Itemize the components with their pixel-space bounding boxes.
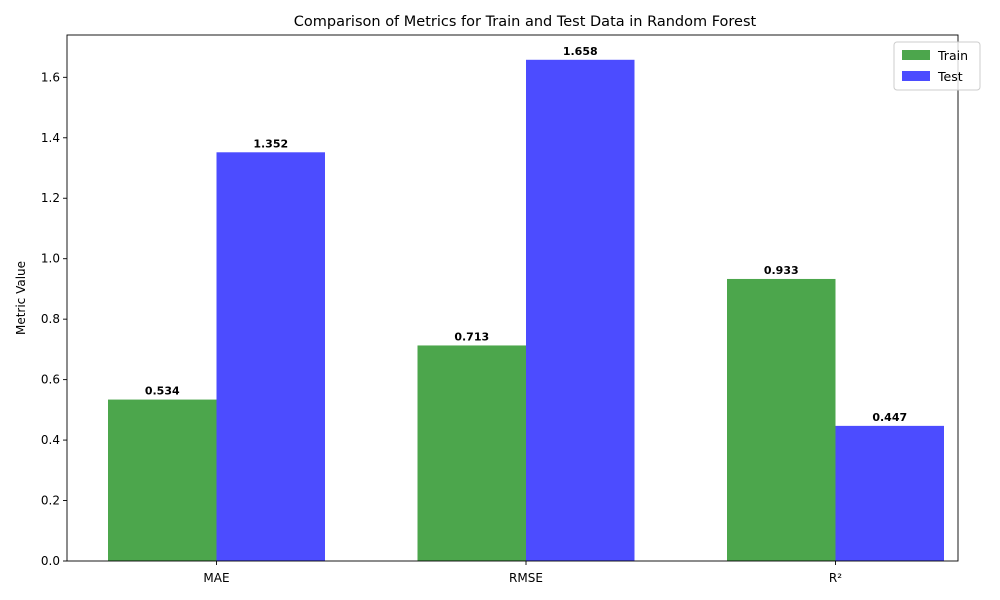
bar-train-0 (108, 399, 217, 561)
data-label-train-1: 0.713 (454, 330, 489, 343)
y-tick-label-0: 0.0 (41, 554, 60, 568)
data-label-test-1: 1.658 (563, 45, 598, 58)
legend-swatch-train (902, 50, 930, 60)
y-tick-label-8: 1.6 (41, 70, 60, 84)
plot-frame (66, 34, 959, 562)
data-label-test-0: 1.352 (253, 137, 288, 150)
y-tick-label-5: 1.0 (41, 252, 60, 266)
axes-layer: 0.0 0.2 0.4 0.6 0.8 1.0 1.2 1.4 1.6 MAE RMSE R² (41, 34, 959, 585)
data-label-train-2: 0.933 (764, 264, 799, 277)
bar-train-1 (417, 345, 526, 561)
y-axis-label: Metric Value (14, 261, 28, 335)
bar-test-1 (526, 59, 635, 561)
chart-title: Comparison of Metrics for Train and Test… (294, 14, 757, 30)
y-tick-label-6: 1.2 (41, 191, 60, 205)
bar-train-2 (727, 278, 836, 561)
legend-label-train: Train (937, 48, 968, 63)
bars-layer: 0.534 0.713 0.933 1.352 1.658 0.447 (108, 45, 944, 562)
x-tick-label-0: MAE (203, 571, 229, 585)
x-tick-label-1: RMSE (509, 571, 543, 585)
legend-label-test: Test (937, 69, 963, 84)
legend-swatch-test (902, 71, 930, 81)
bar-test-0 (216, 152, 325, 562)
y-tick-label-3: 0.6 (41, 373, 60, 387)
x-tick-label-2: R² (829, 571, 842, 585)
data-label-test-2: 0.447 (872, 411, 907, 424)
y-tick-label-2: 0.4 (41, 433, 60, 447)
legend: Train Test (893, 41, 981, 91)
y-tick-label-1: 0.2 (41, 494, 60, 508)
y-tick-label-7: 1.4 (41, 131, 60, 145)
y-tick-label-4: 0.8 (41, 312, 60, 326)
data-label-train-0: 0.534 (145, 385, 180, 398)
bar-test-2 (835, 425, 944, 561)
